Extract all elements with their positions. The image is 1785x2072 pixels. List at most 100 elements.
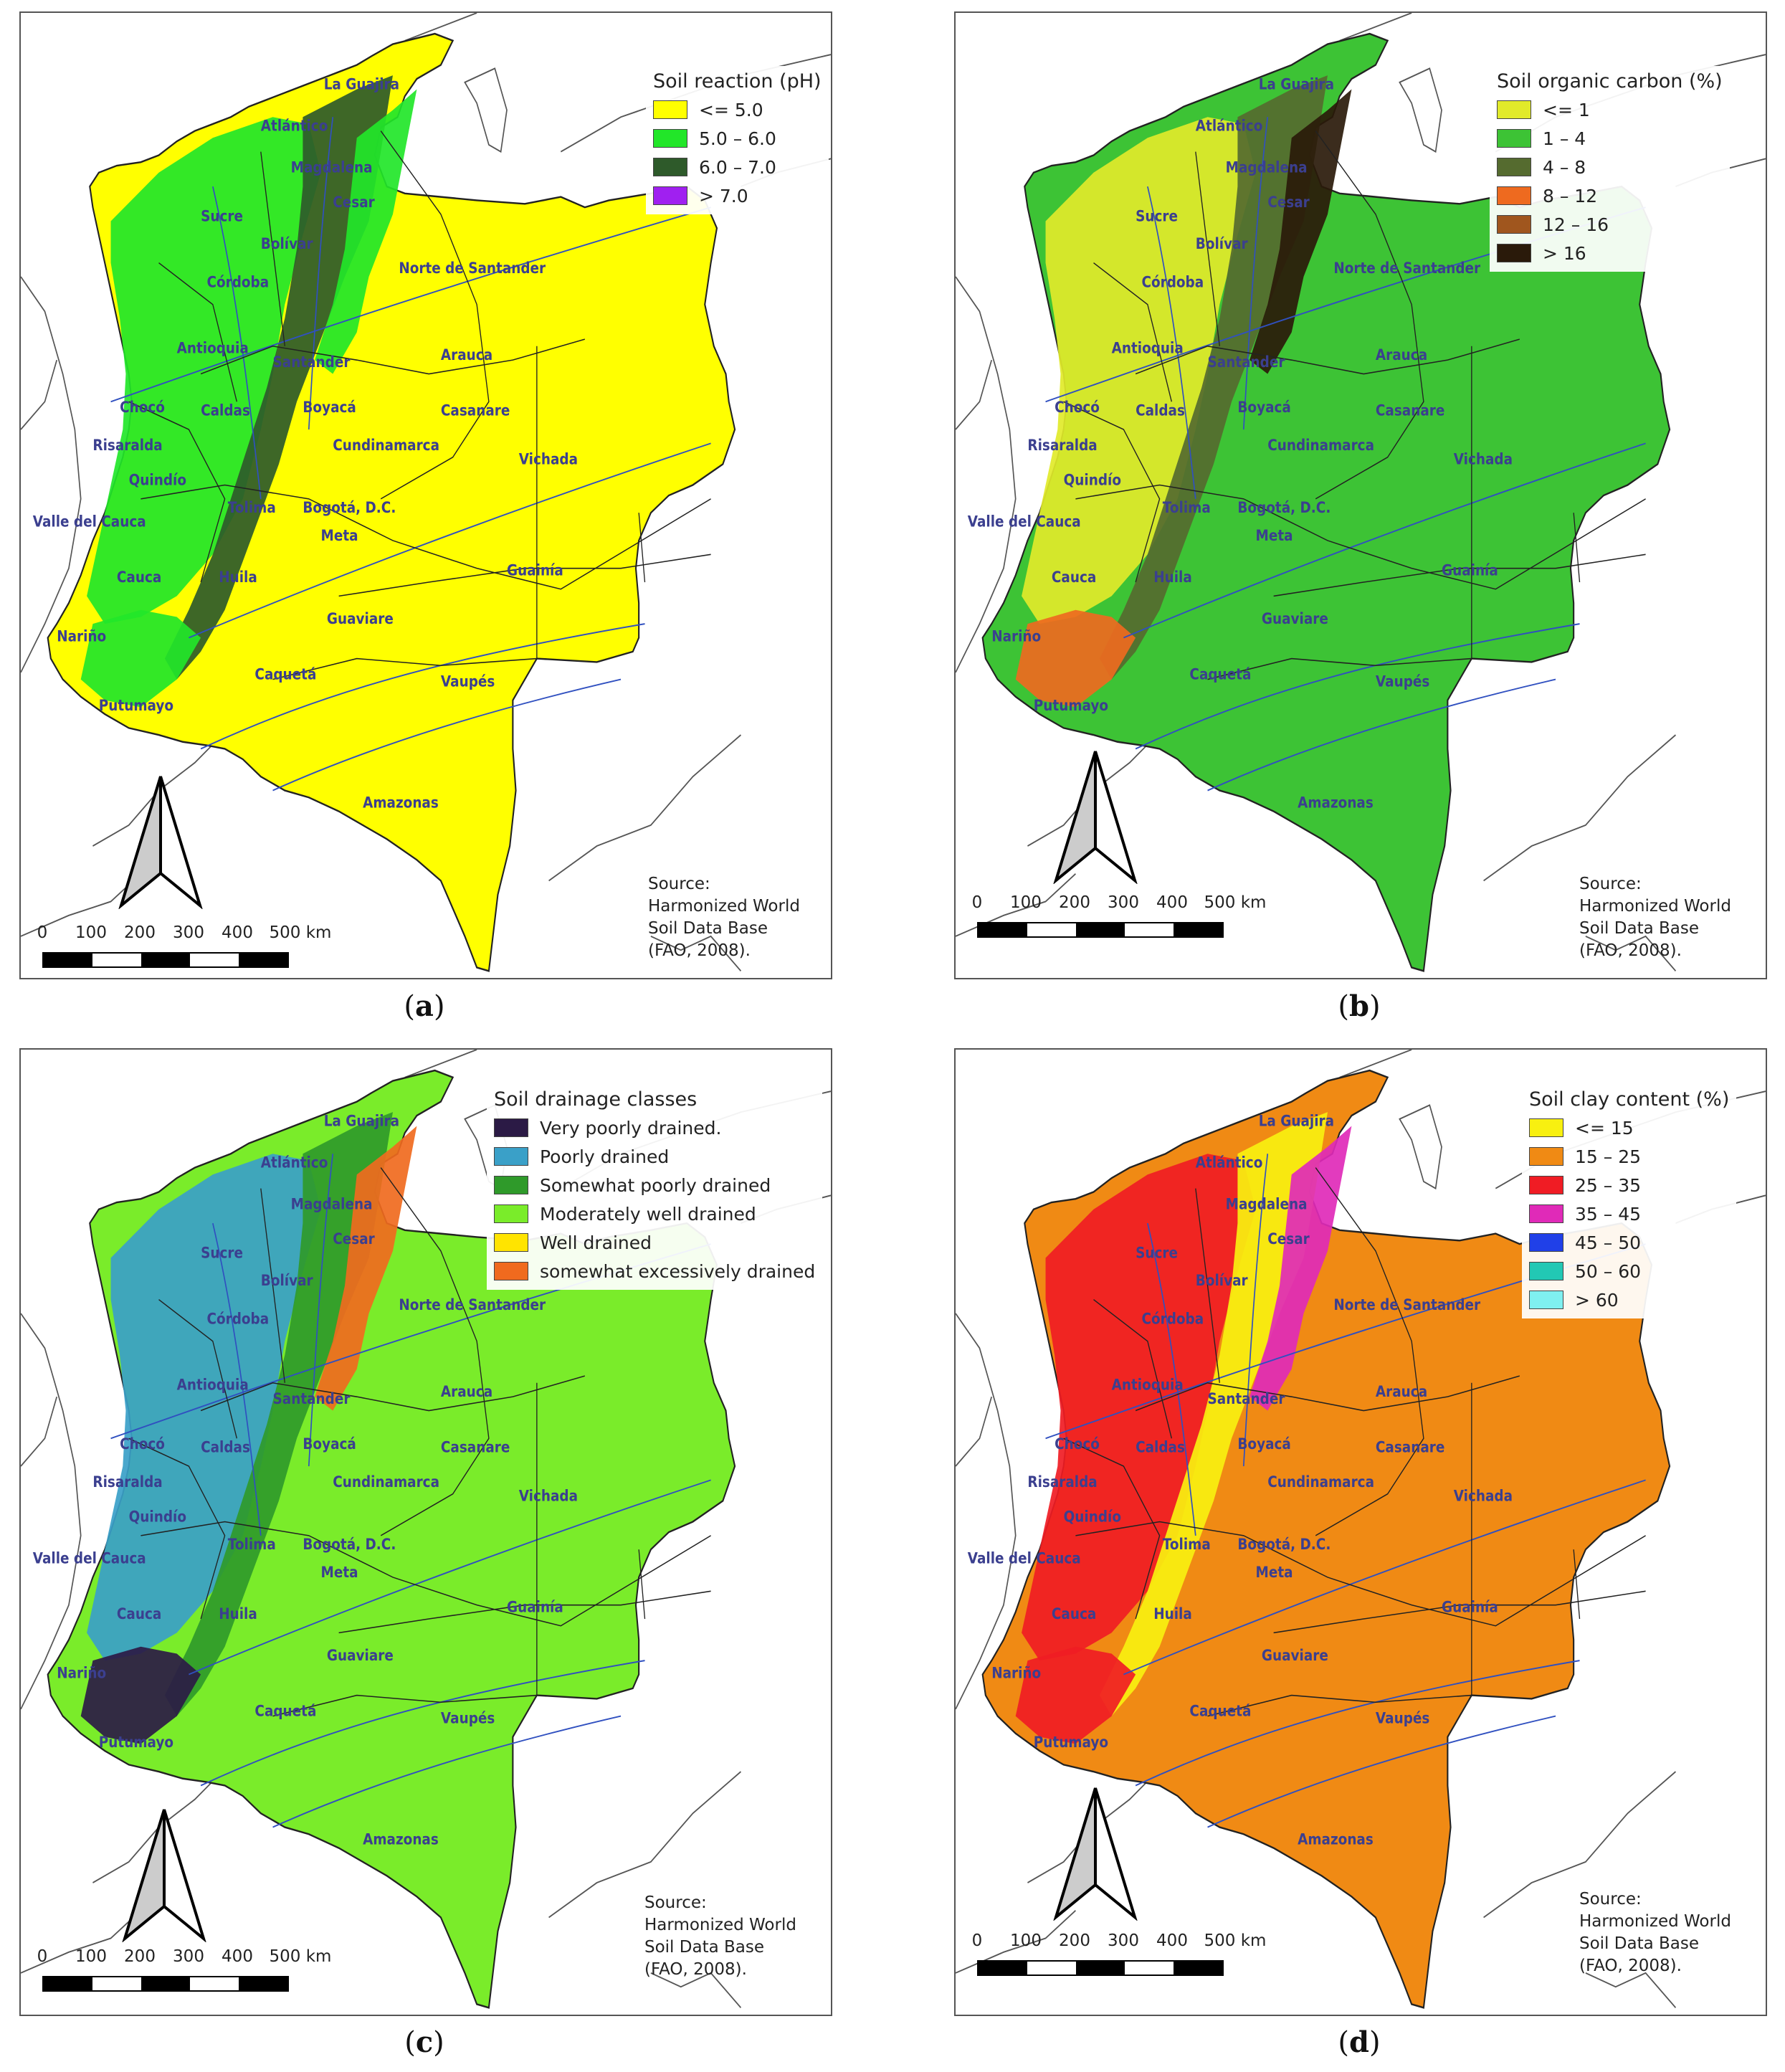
map-panel-c: La Guajira Atlántico Magdalena Cesar Sucre Bo… — [19, 1048, 832, 2016]
department-boundary — [380, 1167, 490, 1536]
north-arrow-icon — [1053, 1787, 1138, 1921]
department-label: Magdalena — [1226, 158, 1308, 176]
department-label: Valle del Cauca — [33, 1549, 146, 1567]
department-label: Guaviare — [327, 1647, 394, 1665]
department-label: Valle del Cauca — [33, 513, 146, 531]
department-label: Boyacá — [1237, 399, 1290, 417]
legend-c: Soil drainage classes Very poorly draine… — [487, 1084, 823, 1290]
legend-item: 45 – 50 — [1529, 1228, 1729, 1257]
scale-tick: 0 — [37, 1947, 48, 1966]
department-label: Vichada — [1454, 1487, 1513, 1505]
scale-tick: 300 — [173, 923, 204, 942]
department-label: Atlántico — [261, 117, 328, 135]
coastline — [1399, 67, 1442, 153]
department-label: Arauca — [1376, 346, 1427, 364]
legend-item: <= 5.0 — [653, 95, 822, 124]
department-label: Tolima — [228, 1536, 276, 1554]
department-boundary — [200, 338, 585, 375]
legend-item: Poorly drained — [494, 1142, 815, 1171]
legend-label: 45 – 50 — [1575, 1232, 1642, 1253]
legend-d: Soil clay content (%) <= 15 15 – 25 25 – 3… — [1522, 1084, 1737, 1318]
soil-class-area — [315, 1126, 417, 1411]
legend-swatch — [494, 1176, 528, 1194]
scale-bar: 0 100 200 300 400 500 km — [37, 1947, 331, 2005]
department-boundary — [1273, 553, 1646, 597]
caption-b: (b) — [1338, 989, 1381, 1023]
river — [189, 1479, 711, 1676]
coastline — [1399, 1104, 1442, 1190]
department-boundary — [1315, 130, 1424, 500]
legend-swatch — [1529, 1147, 1563, 1166]
legend-swatch — [494, 1233, 528, 1252]
department-label: Risaralda — [92, 1473, 162, 1491]
department-boundary — [1207, 1694, 1472, 1717]
legend-item: > 7.0 — [653, 181, 822, 210]
department-boundary — [638, 1549, 646, 1620]
coastline — [956, 276, 1017, 673]
legend-swatch — [1529, 1262, 1563, 1280]
department-label: Sucre — [1136, 207, 1178, 225]
coastline — [548, 734, 741, 882]
legend-swatch — [653, 158, 687, 176]
scale-tick: 300 — [173, 1947, 204, 1966]
coastline — [21, 276, 82, 673]
scale-tick: 0 — [37, 923, 48, 942]
legend-swatch — [653, 186, 687, 205]
department-label: Bogotá, D.C. — [303, 1536, 396, 1554]
department-boundary — [1135, 1375, 1520, 1412]
department-boundary — [1075, 484, 1646, 590]
department-label: Putumayo — [99, 697, 173, 715]
scale-tick: 200 — [124, 923, 156, 942]
legend-b: Soil organic carbon (%) <= 1 1 – 4 4 – 8 8 … — [1490, 66, 1730, 272]
department-boundary — [200, 1375, 585, 1412]
department-label: Atlántico — [261, 1154, 328, 1172]
department-label: Guainía — [507, 561, 563, 579]
legend-swatch — [1529, 1204, 1563, 1223]
coastline — [1585, 935, 1677, 972]
legend-swatch — [653, 100, 687, 119]
legend-swatch — [1529, 1118, 1563, 1137]
department-label: Córdoba — [206, 273, 269, 291]
department-label: Magdalena — [291, 158, 373, 176]
department-label: Boyacá — [303, 399, 356, 417]
north-arrow-icon — [1053, 751, 1138, 884]
department-label: Bolívar — [1196, 1272, 1248, 1290]
department-label: Casanare — [1376, 401, 1444, 419]
department-label: Meta — [1256, 527, 1293, 545]
department-label: La Guajira — [324, 75, 399, 93]
river — [1135, 623, 1580, 750]
department-label: Vaupés — [441, 1709, 495, 1727]
coastline — [404, 1050, 477, 1078]
source-note: Source: Harmonized World Soil Data Base … — [644, 1893, 796, 1979]
department-boundary — [1273, 1590, 1646, 1634]
legend-label: 25 – 35 — [1575, 1174, 1642, 1196]
legend-item: > 16 — [1497, 239, 1723, 267]
river — [1123, 442, 1646, 639]
river — [1135, 1660, 1580, 1787]
department-label: Valle del Cauca — [968, 513, 1081, 531]
legend-swatch — [1529, 1291, 1563, 1309]
coastline — [1483, 1771, 1676, 1919]
map-panel-a: La Guajira Atlántico Magdalena Cesar Sucre Bo… — [19, 11, 832, 979]
department-boundary — [1195, 1188, 1220, 1383]
soil-class-area — [315, 89, 417, 374]
coastline — [956, 1313, 1017, 1710]
department-label: Caldas — [1136, 1438, 1185, 1456]
soil-class-area — [80, 609, 201, 708]
scale-tick: 0 — [971, 893, 983, 912]
department-label: Guaviare — [327, 610, 394, 628]
department-label: Risaralda — [1027, 1473, 1097, 1491]
department-label: Amazonas — [1298, 1830, 1374, 1848]
department-boundary — [141, 1521, 711, 1627]
department-boundary — [1135, 338, 1520, 375]
coastline — [1339, 13, 1412, 42]
coastline — [21, 1313, 82, 1710]
department-label: Bogotá, D.C. — [303, 499, 396, 517]
department-label: Cesar — [333, 194, 375, 212]
river — [272, 678, 622, 792]
department-label: Nariño — [991, 1664, 1041, 1682]
river — [1207, 678, 1556, 792]
legend-label: 8 – 12 — [1543, 185, 1598, 206]
scale-tick: 200 — [1059, 1931, 1090, 1950]
department-boundary — [1207, 657, 1472, 680]
